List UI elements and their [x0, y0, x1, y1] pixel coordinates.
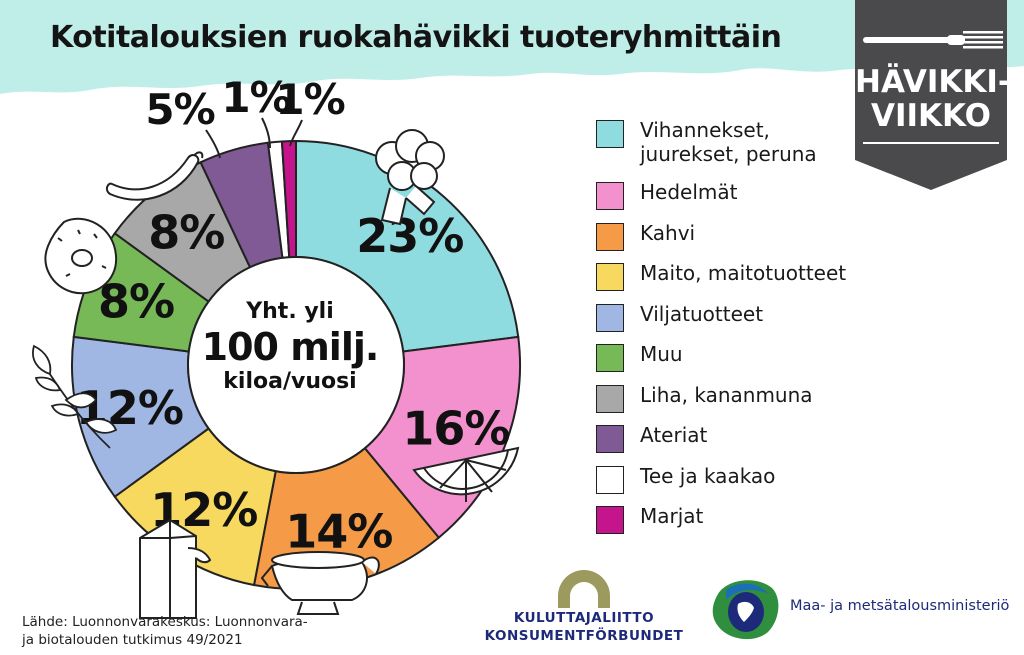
legend-item-hedelmat: Hedelmät [596, 180, 916, 221]
legend-swatch [596, 222, 624, 251]
legend-swatch [596, 506, 624, 534]
lion-crest-icon [712, 580, 779, 640]
legend-swatch [596, 465, 624, 494]
legend-label: Marjat [640, 504, 704, 528]
leaf-branch-icon [32, 344, 118, 449]
value-label-ateriat: 5% [145, 85, 214, 134]
legend-label: Maito, maitotuotteet [640, 261, 847, 285]
value-label-kahvi: 14% [285, 505, 392, 559]
legend-label: Muu [640, 342, 683, 366]
legend-label: Tee ja kaakao [640, 463, 776, 488]
value-label-vihannekset: 23% [356, 209, 463, 263]
legend-swatch [596, 344, 624, 372]
leader-line-marjat [289, 119, 303, 147]
value-label-marjat: 1% [275, 75, 344, 124]
ministry-name: Maa- ja metsätalousministeriö [790, 598, 1010, 614]
header-wave-band [0, 0, 1024, 94]
leader-lines [205, 117, 303, 159]
legend-swatch [596, 303, 624, 332]
badge-underline [863, 142, 999, 144]
legend-swatch [596, 425, 624, 453]
center-total-prefix: Yht. yli [246, 299, 334, 324]
konsumentforbundet-name: KONSUMENTFÖRBUNDET [484, 628, 684, 644]
gravy-boat-icon [260, 551, 380, 615]
legend-label: Viljatuotteet [640, 301, 764, 326]
lemon-slice-icon [412, 446, 520, 502]
source-line2: ja biotalouden tutkimus 49/2021 [22, 632, 243, 648]
chart-title: Kotitalouksien ruokahävikki tuoteryhmitt… [50, 20, 782, 55]
value-label-muu: 8% [98, 275, 174, 329]
fork-icon [863, 31, 1003, 49]
donut-center-total: Yht. yli 100 milj. kiloa/vuosi [190, 298, 390, 396]
legend-item-muu: Muu [596, 342, 916, 383]
broccoli-icon [375, 129, 445, 226]
legend-label: Hedelmät [640, 180, 738, 204]
legend-item-kahvi: Kahvi [596, 221, 916, 262]
legend-item-marjat: Marjat [596, 504, 916, 545]
legend-label: Kahvi [640, 220, 696, 245]
value-label-liha: 8% [148, 205, 224, 259]
legend-item-maito: Maito, maitotuotteet [596, 261, 916, 302]
legend-swatch [596, 263, 624, 291]
chart-legend: Vihannekset, juurekset, peruna Hedelmät Kah… [596, 118, 916, 545]
center-total-unit: kiloa/vuosi [223, 369, 357, 394]
center-total-amount: 100 milj. [201, 325, 380, 369]
wave-shape [0, 0, 1024, 94]
source-line1: Lähde: Luonnonvarakeskus: Luonnonvara- [22, 614, 308, 630]
legend-swatch [596, 120, 624, 148]
havikkiviikko-badge: HÄVIKKI- VIIKKO [855, 0, 1011, 190]
source-note: Lähde: Luonnonvarakeskus: Luonnonvara- j… [22, 613, 308, 649]
legend-item-ateriat: Ateriat [596, 423, 916, 464]
badge-shape [855, 0, 1007, 190]
legend-item-vilja: Viljatuotteet [596, 302, 916, 343]
legend-item-vihannekset: Vihannekset, juurekset, peruna [596, 118, 916, 180]
kuluttajaliitto-logo: KULUTTAJALIITTO KONSUMENTFÖRBUNDET [484, 570, 684, 650]
leader-line-tee [261, 117, 271, 149]
legend-label: Vihannekset, juurekset, peruna [640, 118, 817, 166]
sausage-icon [105, 151, 204, 201]
kuluttajaliitto-arch-icon [558, 570, 610, 608]
milk-carton-icon [139, 518, 212, 619]
value-label-hedelmat: 16% [402, 401, 509, 455]
legend-item-tee: Tee ja kaakao [596, 464, 916, 505]
badge-text-line1: HÄVIKKI- [855, 64, 1011, 100]
kuluttajaliitto-name: KULUTTAJALIITTO [513, 610, 655, 626]
leader-line-ateriat [205, 129, 221, 159]
ministry-logo: Maa- ja metsätalousministeriö [708, 574, 1018, 644]
value-label-tee: 1% [221, 73, 290, 122]
donut-hole [187, 256, 405, 474]
donut-value-labels: 23%16%14%12%12%8%8%5% 1%1% [76, 73, 511, 559]
legend-item-liha: Liha, kananmuna [596, 383, 916, 424]
legend-swatch [596, 384, 624, 413]
legend-label: Ateriat [640, 423, 708, 447]
badge-text-line2: VIIKKO [870, 98, 992, 134]
legend-swatch [596, 182, 624, 210]
donut-icon [44, 217, 118, 295]
legend-label: Liha, kananmuna [640, 382, 813, 407]
